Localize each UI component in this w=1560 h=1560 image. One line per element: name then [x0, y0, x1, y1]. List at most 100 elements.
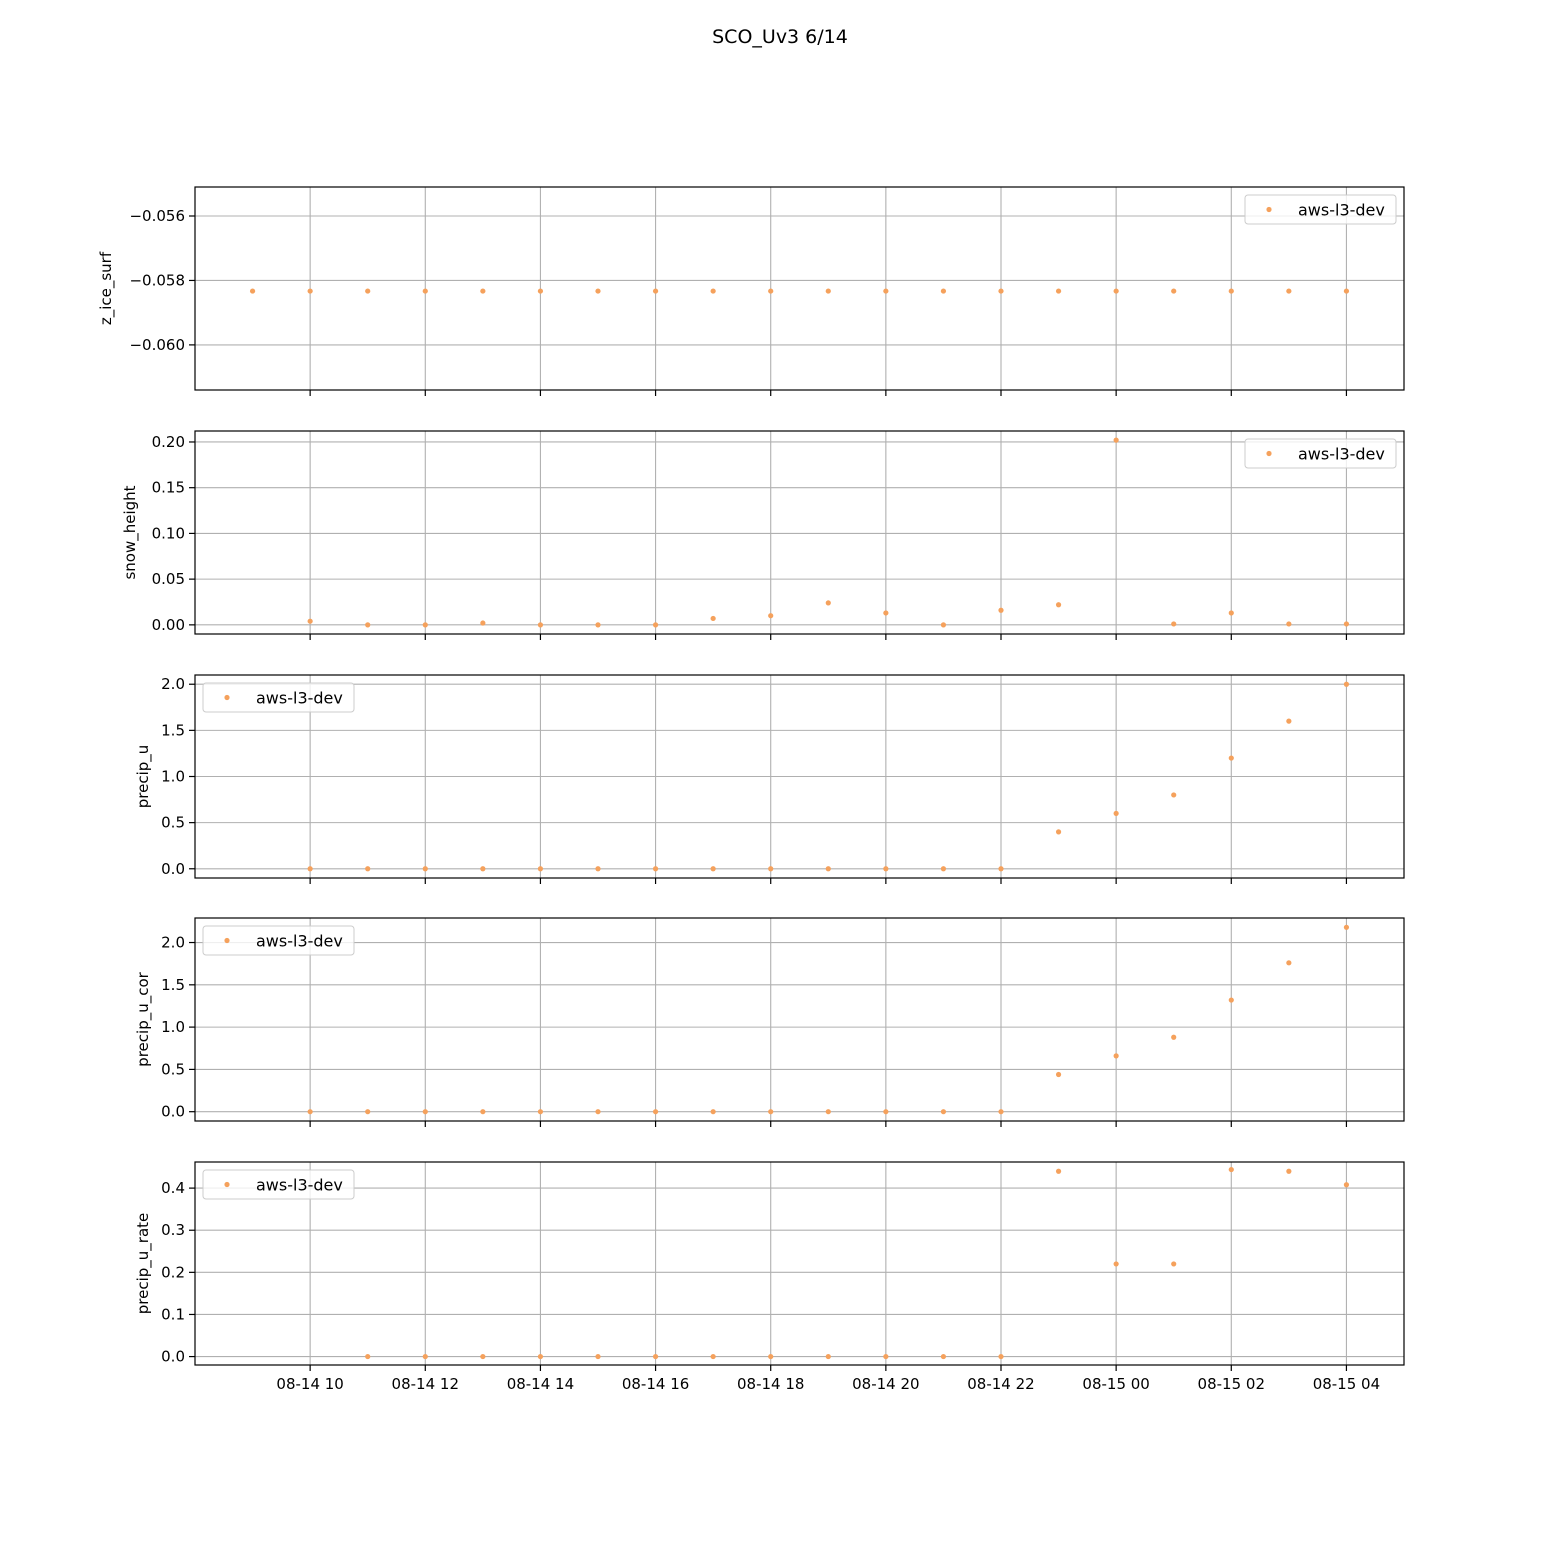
data-point [1171, 1261, 1177, 1267]
legend-marker [224, 937, 230, 944]
data-point [940, 866, 947, 872]
legend-label: aws-l3-dev [256, 689, 343, 708]
data-point [365, 288, 371, 294]
y-tick-label: 0.0 [161, 1103, 185, 1121]
figure-title: SCO_Uv3 6/14 [712, 26, 848, 48]
data-point [710, 615, 716, 622]
y-tick-label: 1.0 [161, 768, 185, 786]
y-tick-label: 0.20 [152, 433, 185, 451]
data-point [652, 1353, 659, 1360]
data-point [1286, 288, 1292, 294]
data-point [1055, 829, 1062, 835]
legend-label: aws-l3-dev [256, 1176, 343, 1195]
legend-box [1244, 194, 1397, 225]
subplot-precip-u-cor: 0.0 0.5 1.0 1.5 2.0 precip_u_cor aws-l3-dev [134, 917, 1405, 1127]
y-tick-label: 0.0 [161, 1348, 185, 1366]
y-tick-label: 0.4 [161, 1179, 185, 1197]
legend: aws-l3-dev [1244, 194, 1397, 225]
legend-box [202, 1169, 355, 1200]
legend-marker [1266, 206, 1272, 213]
data-point [537, 288, 544, 294]
legend-marker [1266, 450, 1272, 457]
data-point [998, 288, 1004, 294]
data-point [595, 622, 601, 628]
data-point [825, 1353, 831, 1360]
data-point [307, 866, 313, 872]
data-point [1055, 288, 1062, 294]
data-point [883, 866, 889, 872]
legend: aws-l3-dev [202, 1169, 355, 1200]
data-point [480, 288, 486, 294]
legend: aws-l3-dev [202, 925, 355, 956]
data-point [652, 1109, 659, 1115]
data-point [595, 288, 601, 294]
data-point [768, 613, 774, 619]
data-point [480, 1109, 486, 1115]
data-point [1228, 755, 1234, 761]
y-tick-label: 0.15 [152, 479, 185, 497]
y-tick-label: 2.0 [161, 934, 185, 952]
x-tick-label: 08-14 18 [737, 1375, 804, 1393]
data-point [825, 288, 831, 294]
x-tick-label: 08-14 22 [967, 1375, 1034, 1393]
data-point [537, 866, 544, 872]
data-point [825, 1109, 831, 1115]
data-point [307, 618, 313, 624]
data-point [940, 288, 947, 294]
data-point [768, 866, 774, 872]
x-tick-label: 08-14 10 [276, 1375, 343, 1393]
data-point [595, 1353, 601, 1360]
y-axis-label: precip_u_rate [134, 1213, 153, 1315]
data-point [422, 622, 428, 628]
data-point [998, 866, 1004, 872]
data-point [480, 1353, 486, 1360]
y-axis-label: z_ice_surf [97, 251, 116, 325]
data-point [1113, 288, 1119, 294]
data-point [365, 866, 371, 872]
x-tick-label: 08-15 04 [1313, 1375, 1380, 1393]
data-point [768, 288, 774, 294]
x-tick-label: 08-14 14 [507, 1375, 574, 1393]
y-tick-label: 0.5 [161, 1060, 185, 1078]
data-point [480, 866, 486, 872]
data-point [1286, 1168, 1292, 1174]
data-point [998, 1109, 1004, 1115]
legend-box [202, 925, 355, 956]
y-tick-label: 0.0 [161, 860, 185, 878]
data-point [652, 622, 659, 628]
subplot-precip-u-rate: 08-14 10 08-14 12 08-14 14 08-14 16 08-14 18… [134, 1161, 1405, 1393]
y-axis-label: precip_u_cor [134, 971, 153, 1066]
subplot-z-ice-surf: −0.056 −0.058 −0.060 z_ice_surf aws-l3-dev [97, 186, 1405, 396]
legend: aws-l3-dev [1244, 438, 1397, 469]
y-tick-label: 1.5 [161, 721, 185, 739]
data-point [422, 1109, 428, 1115]
legend-label: aws-l3-dev [256, 932, 343, 951]
data-point [1055, 602, 1062, 608]
y-tick-label: 0.05 [152, 570, 185, 588]
data-point [422, 866, 428, 872]
data-point [1055, 1071, 1062, 1078]
x-tick-label: 08-14 20 [852, 1375, 919, 1393]
y-tick-label: 0.00 [152, 616, 185, 634]
data-point [652, 866, 659, 872]
data-point [710, 1353, 716, 1360]
subplot-precip-u: 0.0 0.5 1.0 1.5 2.0 precip_u aws-l3-dev [134, 674, 1405, 884]
data-point [710, 288, 716, 294]
legend-marker [224, 1181, 230, 1188]
y-tick-label: 1.0 [161, 1018, 185, 1036]
y-tick-label: −0.060 [129, 336, 185, 354]
data-point [1113, 1261, 1119, 1267]
data-point [1343, 288, 1350, 294]
data-point [1171, 288, 1177, 294]
data-point [422, 1353, 428, 1360]
legend-box [202, 682, 355, 713]
axes-frame [194, 917, 1405, 1122]
data-point [1343, 681, 1350, 687]
y-tick-label: 0.10 [152, 524, 185, 542]
data-point [480, 620, 486, 626]
data-point [652, 288, 659, 294]
axes-frame [194, 1161, 1405, 1366]
data-point [365, 1353, 371, 1360]
data-point [940, 622, 947, 628]
